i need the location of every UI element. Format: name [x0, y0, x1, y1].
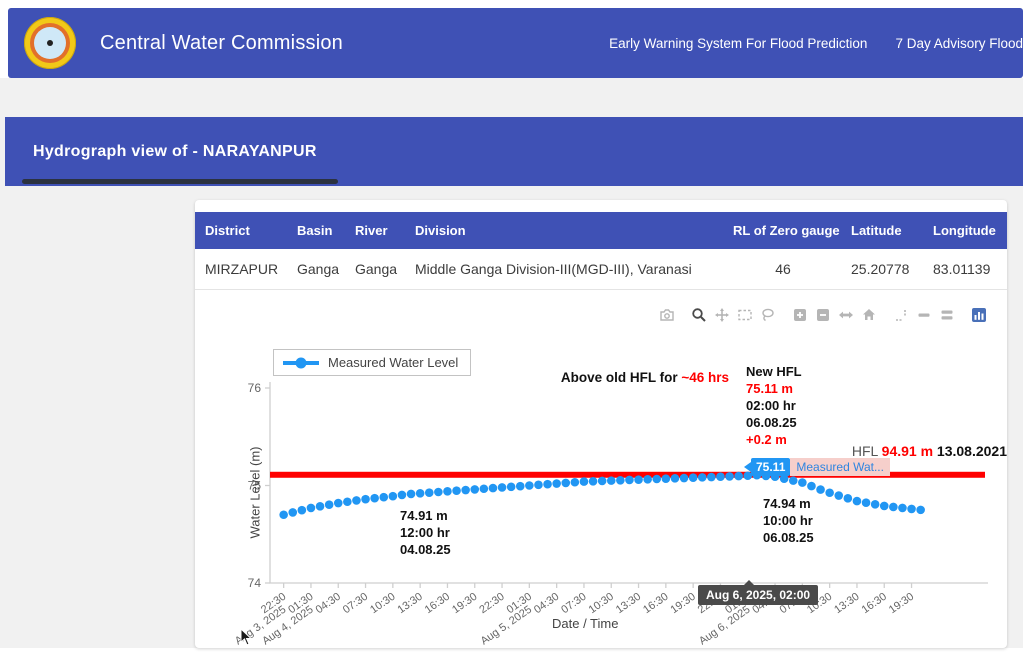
- svg-text:16:30: 16:30: [423, 591, 452, 617]
- svg-text:10:30: 10:30: [368, 591, 397, 617]
- svg-text:10:30: 10:30: [587, 591, 616, 617]
- table-cell: 46: [723, 249, 841, 290]
- table-cell: 25.20778: [841, 249, 923, 290]
- zoom-out-icon[interactable]: [814, 306, 832, 324]
- svg-text:19:30: 19:30: [887, 591, 916, 617]
- hover-caret-icon: [744, 462, 751, 472]
- table-row: MIRZAPURGangaGangaMiddle Ganga Division-…: [195, 249, 1007, 290]
- plotly-modebar: [653, 306, 988, 324]
- hover-closest-icon[interactable]: [915, 306, 933, 324]
- table-cell: Ganga: [287, 249, 345, 290]
- table-header-row: DistrictBasinRiverDivisionRL of Zero gau…: [195, 212, 1007, 249]
- autoscale-icon[interactable]: [837, 306, 855, 324]
- nav-7-day-advisory[interactable]: 7 Day Advisory Flood: [895, 36, 1023, 51]
- zoom-in-icon[interactable]: [791, 306, 809, 324]
- column-header: RL of Zero gauge: [723, 212, 841, 249]
- header-nav: Early Warning System For Flood Predictio…: [609, 36, 1023, 51]
- svg-text:19:30: 19:30: [668, 591, 697, 617]
- svg-text:07:30: 07:30: [341, 591, 370, 617]
- hover-value: 75.11: [751, 458, 790, 476]
- nav-early-warning-system[interactable]: Early Warning System For Flood Predictio…: [609, 36, 867, 51]
- column-header: Basin: [287, 212, 345, 249]
- toggle-spikelines-icon[interactable]: [892, 306, 910, 324]
- app-header: Central Water Commission Early Warning S…: [8, 8, 1023, 78]
- svg-text:19:30: 19:30: [450, 591, 479, 617]
- cwc-logo: [24, 17, 76, 69]
- hover-compare-icon[interactable]: [938, 306, 956, 324]
- hover-series-label: Measured Wat...: [790, 458, 890, 476]
- annotation-new-hfl: New HFL 75.11 m 02:00 hr 06.08.25 +0.2 m: [746, 363, 802, 448]
- pan-icon[interactable]: [713, 306, 731, 324]
- svg-text:04:30: 04:30: [532, 591, 561, 617]
- svg-text:13:30: 13:30: [395, 591, 424, 617]
- camera-icon[interactable]: [658, 306, 676, 324]
- y-axis-title: Water Level (m): [209, 404, 301, 580]
- annotation-start-above-hfl: 74.91 m 12:00 hr 04.08.25: [400, 507, 451, 558]
- column-header: Latitude: [841, 212, 923, 249]
- horizontal-scrollbar-thumb[interactable]: [22, 179, 338, 184]
- svg-text:07:30: 07:30: [559, 591, 588, 617]
- app-title: Central Water Commission: [100, 32, 343, 55]
- hover-value-label: 75.11 Measured Wat...: [744, 458, 890, 475]
- table-cell: MIRZAPUR: [195, 249, 287, 290]
- cwc-logo-core: [34, 27, 66, 59]
- svg-text:16:30: 16:30: [641, 591, 670, 617]
- x-axis-title: Date / Time: [552, 616, 618, 631]
- table-cell: 83.01139: [923, 249, 1007, 290]
- column-header: River: [345, 212, 405, 249]
- hydrograph-chart: 74757622:30Aug 3, 202501:30Aug 4, 202504…: [195, 296, 1010, 648]
- chart-legend[interactable]: Measured Water Level: [273, 349, 471, 376]
- mouse-cursor: [240, 628, 254, 646]
- svg-text:76: 76: [248, 381, 262, 395]
- zoom-icon[interactable]: [690, 306, 708, 324]
- page-title-bar: Hydrograph view of - NARAYANPUR: [5, 117, 1023, 186]
- svg-text:04:30: 04:30: [314, 591, 343, 617]
- legend-line-sample: [282, 357, 320, 369]
- table-cell: Ganga: [345, 249, 405, 290]
- station-info-table: DistrictBasinRiverDivisionRL of Zero gau…: [195, 212, 1007, 290]
- svg-text:13:30: 13:30: [832, 591, 861, 617]
- box-select-icon[interactable]: [736, 306, 754, 324]
- plotly-logo-icon[interactable]: [970, 306, 988, 324]
- svg-text:16:30: 16:30: [860, 591, 889, 617]
- svg-text:22:30: 22:30: [477, 591, 506, 617]
- column-header: District: [195, 212, 287, 249]
- hover-x-tooltip: Aug 6, 2025, 02:00: [698, 585, 818, 605]
- column-header: Division: [405, 212, 723, 249]
- lasso-icon[interactable]: [759, 306, 777, 324]
- page-title: Hydrograph view of - NARAYANPUR: [33, 143, 317, 161]
- legend-label: Measured Water Level: [328, 355, 458, 370]
- reset-axes-icon[interactable]: [860, 306, 878, 324]
- svg-text:13:30: 13:30: [614, 591, 643, 617]
- column-header: Longitude: [923, 212, 1007, 249]
- cwc-logo-ring: [30, 23, 70, 63]
- table-cell: Middle Ganga Division-III(MGD-III), Vara…: [405, 249, 723, 290]
- annotation-recede-below-hfl: 74.94 m 10:00 hr 06.08.25: [763, 495, 814, 546]
- cwc-logo-center-dot: [47, 40, 53, 46]
